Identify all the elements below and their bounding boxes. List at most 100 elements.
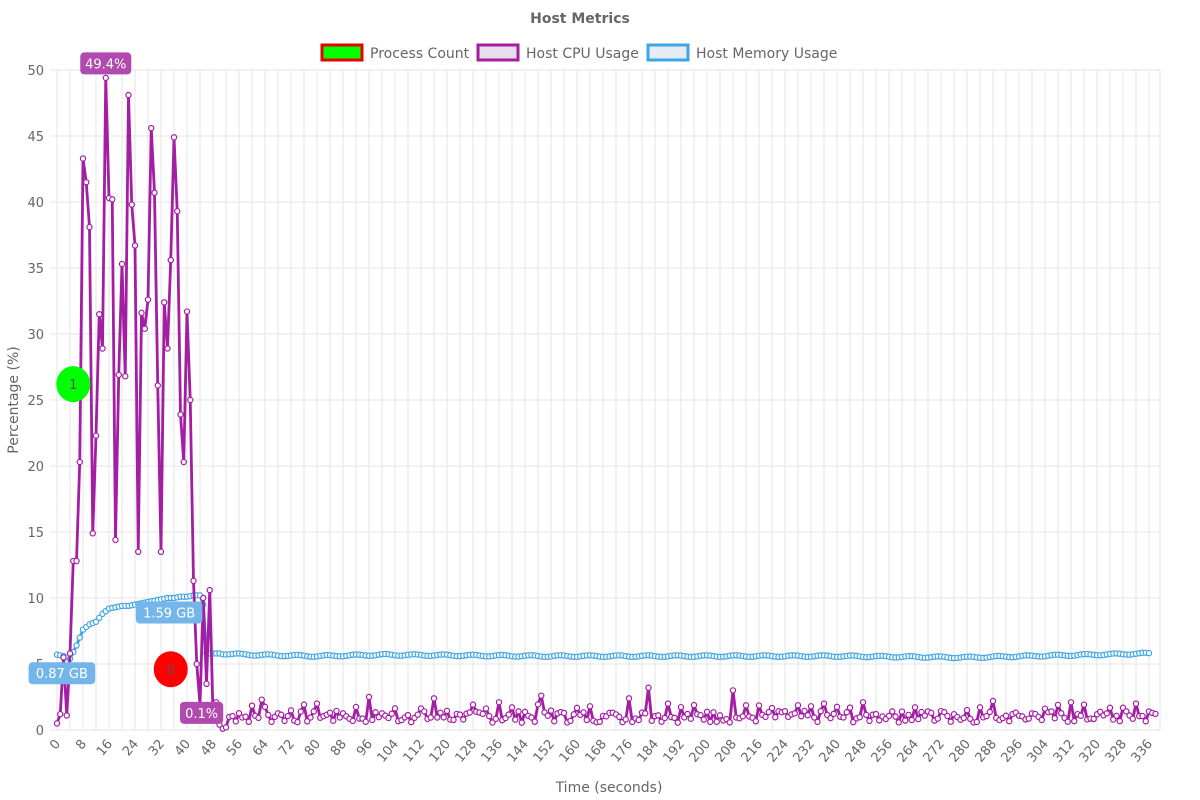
annotation-label: 0.1%: [185, 707, 218, 722]
legend-item-process-count[interactable]: Process Count: [320, 43, 470, 62]
cpu-data-point: [905, 711, 912, 719]
x-tick-label: 240: [817, 737, 844, 766]
cpu-data-point: [200, 594, 207, 602]
cpu-data-point: [187, 396, 194, 404]
cpu-data-point: [586, 703, 594, 710]
annotation-badge: [28, 662, 96, 685]
cpu-data-point: [729, 687, 737, 694]
series-process-count: 10: [56, 366, 188, 688]
cpu-data-point: [713, 718, 720, 725]
cpu-data-point: [820, 700, 828, 707]
y-tick-label: 20: [27, 460, 44, 475]
cpu-data-point: [661, 714, 668, 722]
y-tick-label: 15: [27, 526, 44, 541]
cpu-data-point: [385, 714, 392, 722]
cpu-data-point: [287, 707, 295, 714]
cpu-data-point: [86, 223, 93, 231]
cpu-data-point: [460, 716, 467, 723]
cpu-data-point: [434, 714, 441, 721]
cpu-data-point: [466, 709, 473, 716]
x-tick-label: 304: [1025, 737, 1052, 766]
cpu-data-point: [437, 709, 444, 716]
cpu-data-point: [408, 718, 415, 726]
cpu-data-point: [508, 704, 516, 711]
cpu-data-point: [1006, 718, 1013, 725]
cpu-data-point: [1064, 718, 1071, 725]
cpu-data-point: [739, 713, 746, 720]
annotation-badge: [80, 52, 132, 75]
cpu-data-point: [372, 709, 379, 716]
cpu-data-point: [161, 299, 168, 306]
cpu-data-point: [115, 371, 122, 379]
cpu-data-point: [742, 702, 750, 709]
legend-item-host-memory-usage[interactable]: Host Memory Usage: [646, 43, 837, 62]
chart-grid: [50, 69, 1161, 731]
cpu-data-point: [66, 650, 74, 657]
cpu-data-point: [544, 712, 551, 719]
cpu-data-point: [648, 717, 655, 724]
cpu-data-point: [616, 713, 623, 721]
cpu-data-point: [833, 703, 841, 711]
legend-swatch-host-cpu-usage: [476, 43, 520, 62]
y-tick-label: 25: [27, 394, 44, 409]
cpu-data-point: [174, 208, 181, 215]
cpu-data-point: [141, 325, 148, 332]
y-tick-label: 10: [27, 592, 44, 607]
cpu-data-point: [278, 711, 285, 718]
cpu-data-point: [1077, 712, 1084, 719]
cpu-data-point: [421, 708, 428, 715]
cpu-data-point: [863, 711, 870, 719]
cpu-data-point: [1152, 710, 1159, 718]
cpu-data-point: [772, 714, 779, 721]
cpu-data-point: [177, 411, 184, 418]
x-tick-label: 232: [791, 737, 818, 766]
cpu-data-point: [684, 710, 691, 718]
memory-data-point: [1145, 649, 1153, 657]
cpu-data-point: [157, 548, 165, 556]
cpu-data-point: [122, 373, 129, 380]
cpu-data-point: [118, 260, 126, 268]
x-tick-label: 152: [531, 737, 558, 766]
annotation-label: 0.87 GB: [36, 667, 88, 682]
cpu-data-point: [840, 714, 847, 721]
process-count-label: 0: [167, 663, 175, 678]
cpu-data-point: [492, 715, 499, 723]
y-tick-label: 40: [27, 196, 44, 211]
cpu-data-point: [391, 705, 399, 712]
cpu-data-point: [889, 708, 896, 715]
cpu-data-point: [222, 724, 230, 731]
cpu-data-point: [73, 557, 80, 565]
cpu-data-point: [1061, 714, 1068, 722]
cpu-data-point: [1080, 701, 1088, 708]
cpu-data-point: [92, 432, 100, 439]
legend-item-host-cpu-usage[interactable]: Host CPU Usage: [476, 43, 639, 62]
cpu-data-point: [664, 700, 672, 707]
cpu-data-point: [642, 710, 649, 717]
cpu-data-point: [976, 704, 984, 711]
cpu-data-point: [898, 708, 906, 715]
cpu-data-point: [635, 716, 642, 724]
cpu-data-point: [941, 708, 948, 716]
cpu-data-point: [164, 345, 171, 352]
cpu-data-point: [570, 711, 577, 718]
annotation-badge: [180, 701, 224, 724]
cpu-data-point: [710, 709, 717, 716]
cpu-data-point: [89, 530, 96, 537]
legend-swatch-host-memory-usage: [646, 43, 690, 62]
x-tick-label: 184: [635, 737, 662, 766]
cpu-data-point: [1116, 717, 1123, 725]
cpu-data-point: [450, 716, 457, 724]
cpu-data-point: [135, 548, 142, 556]
cpu-data-point: [284, 712, 291, 720]
cpu-data-point: [99, 345, 106, 352]
cpu-data-point: [1025, 715, 1032, 722]
x-tick-label: 208: [713, 737, 740, 766]
cpu-data-point: [528, 714, 535, 721]
cpu-data-point: [1051, 714, 1058, 722]
cpu-data-point: [495, 699, 503, 706]
cpu-data-point: [79, 155, 87, 162]
annotation-label: 49.4%: [85, 57, 126, 72]
cpu-data-point: [986, 708, 993, 716]
x-tick-label: 248: [843, 737, 870, 766]
